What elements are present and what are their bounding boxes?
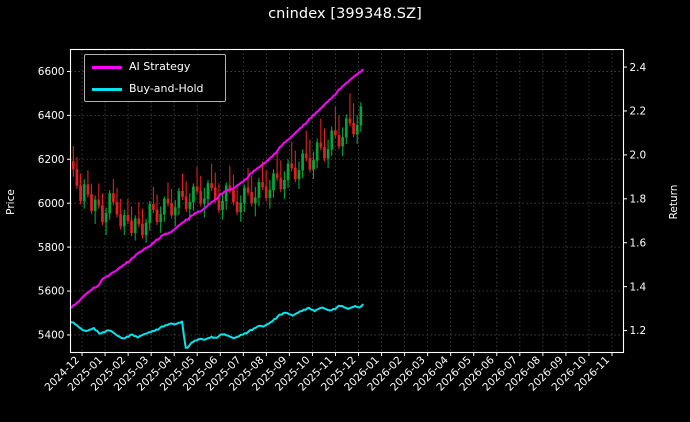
candlestick-series: [71, 93, 363, 243]
grid-lines: [70, 49, 624, 353]
svg-text:6400: 6400: [38, 110, 65, 122]
svg-text:5600: 5600: [38, 286, 65, 298]
svg-text:2.4: 2.4: [630, 62, 647, 74]
legend-item-ai-strategy: AI Strategy: [85, 58, 227, 78]
svg-text:6000: 6000: [38, 198, 65, 210]
legend-label-buy-and-hold: Buy-and-Hold: [129, 82, 204, 95]
legend-swatch-ai-strategy: [92, 66, 122, 69]
overlay-line-series: [70, 68, 364, 349]
svg-text:1.6: 1.6: [630, 237, 647, 249]
svg-text:5400: 5400: [38, 330, 65, 342]
chart-legend: AI Strategy Buy-and-Hold: [84, 54, 226, 102]
legend-swatch-buy-and-hold: [92, 88, 122, 91]
svg-text:5800: 5800: [38, 242, 65, 254]
svg-text:6600: 6600: [38, 66, 65, 78]
svg-text:1.8: 1.8: [630, 194, 647, 206]
y-axis-label-left: Price: [5, 189, 17, 215]
legend-item-buy-and-hold: Buy-and-Hold: [85, 80, 227, 100]
page-title: cnindex [399348.SZ]: [268, 6, 422, 22]
svg-text:1.2: 1.2: [630, 325, 647, 337]
axis-ticks: 5400 5600 5800 6000 6200 6400 6600 1.2 1.4 1.6 1.8…: [38, 62, 647, 394]
svg-text:6200: 6200: [38, 154, 65, 166]
axes-spines: [69, 48, 625, 354]
svg-text:2.2: 2.2: [630, 106, 647, 118]
legend-label-ai-strategy: AI Strategy: [129, 60, 191, 73]
y-axis-label-right: Return: [668, 184, 680, 220]
svg-text:1.4: 1.4: [630, 281, 647, 293]
svg-text:2.0: 2.0: [630, 150, 647, 162]
